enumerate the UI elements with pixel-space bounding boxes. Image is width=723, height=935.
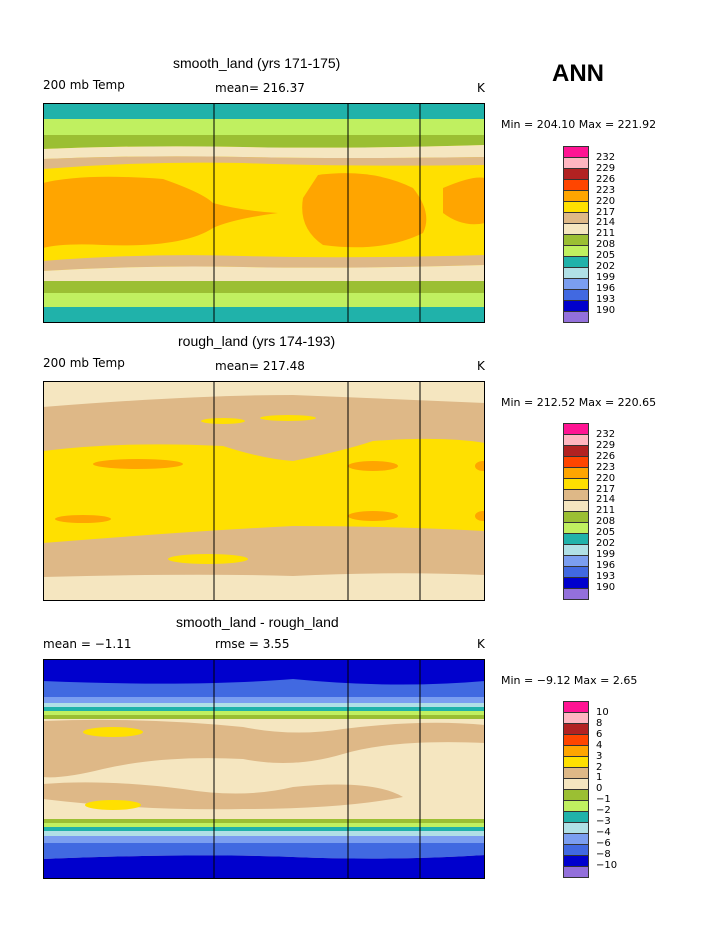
colorbar-tick-label: 193 [596, 570, 616, 582]
colorbar-swatch [563, 866, 589, 878]
colorbar-tick-label: 211 [596, 228, 616, 240]
panel1-contour-map [43, 103, 485, 323]
colorbar-tick-label: 211 [596, 505, 616, 517]
colorbar-tick-label: 8 [596, 717, 603, 729]
colorbar-tick-label: 1 [596, 772, 603, 784]
colorbar-tick-label: 226 [596, 173, 616, 185]
colorbar-tick-label: 2 [596, 761, 603, 773]
colorbar-tick-label: 205 [596, 250, 616, 262]
colorbar-tick-label: 220 [596, 195, 616, 207]
colorbar-tick-label: 4 [596, 739, 603, 751]
colorbar-tick-label: 217 [596, 206, 616, 218]
panel3-units: K [477, 637, 485, 651]
colorbar-tick-label: 3 [596, 750, 603, 762]
colorbar-tick-label: 10 [596, 707, 609, 718]
colorbar-tick-label: −2 [596, 805, 611, 817]
colorbar-tick-label: −3 [596, 816, 611, 827]
colorbar-tick-label: 226 [596, 450, 616, 462]
panel3-colorbar [563, 701, 589, 878]
panel1-colorbar [563, 146, 589, 323]
panel3-rmse: rmse = 3.55 [215, 637, 290, 651]
colorbar-tick-label: 193 [596, 293, 616, 305]
colorbar-swatch [563, 311, 589, 323]
panel3-mean: mean = −1.11 [43, 637, 132, 651]
colorbar-tick-label: −6 [596, 837, 611, 849]
colorbar-tick-label: 196 [596, 282, 616, 294]
colorbar-tick-label: −1 [596, 794, 611, 806]
colorbar-tick-label: 202 [596, 261, 616, 272]
colorbar-tick-label: −8 [596, 848, 611, 860]
colorbar-tick-label: 199 [596, 271, 616, 283]
colorbar-tick-label: 229 [596, 439, 616, 451]
colorbar-tick-label: 214 [596, 217, 616, 229]
colorbar-tick-label: 208 [596, 239, 616, 251]
colorbar-tick-label: 190 [596, 304, 616, 316]
colorbar-tick-label: 217 [596, 483, 616, 495]
panel2-title: rough_land (yrs 174-193) [178, 333, 336, 349]
colorbar-tick-label: 205 [596, 527, 616, 539]
colorbar-tick-label: −4 [596, 826, 611, 838]
panel1-mean: mean= 216.37 [215, 81, 305, 95]
panel3-contour-map [43, 659, 485, 879]
colorbar-swatch [563, 588, 589, 600]
colorbar-tick-label: 220 [596, 472, 616, 484]
panel2-variable: 200 mb Temp [43, 356, 125, 370]
colorbar-tick-label: 232 [596, 152, 616, 163]
panel2-min-max: Min = 212.52 Max = 220.65 [501, 396, 657, 409]
colorbar-tick-label: 208 [596, 516, 616, 528]
panel3-title: smooth_land - rough_land [176, 614, 339, 630]
panel2-mean: mean= 217.48 [215, 359, 305, 373]
colorbar-tick-label: 190 [596, 581, 616, 593]
colorbar-tick-label: 0 [596, 783, 603, 795]
colorbar-tick-label: 6 [596, 728, 603, 740]
panel1-variable: 200 mb Temp [43, 78, 125, 92]
colorbar-tick-label: 199 [596, 548, 616, 560]
colorbar-tick-label: 229 [596, 162, 616, 174]
panel1-title: smooth_land (yrs 171-175) [173, 55, 341, 71]
panel3-min-max: Min = −9.12 Max = 2.65 [501, 674, 638, 687]
colorbar-tick-label: 202 [596, 538, 616, 549]
panel2-units: K [477, 359, 485, 373]
colorbar-tick-label: 232 [596, 429, 616, 440]
panel1-units: K [477, 81, 485, 95]
colorbar-tick-label: −10 [596, 859, 618, 871]
season-label: ANN [552, 60, 604, 87]
colorbar-tick-label: 214 [596, 494, 616, 506]
panel2-contour-map [43, 381, 485, 601]
colorbar-tick-label: 223 [596, 184, 616, 196]
colorbar-tick-label: 196 [596, 559, 616, 571]
panel2-colorbar [563, 423, 589, 600]
panel1-min-max: Min = 204.10 Max = 221.92 [501, 118, 657, 131]
colorbar-tick-label: 223 [596, 461, 616, 473]
